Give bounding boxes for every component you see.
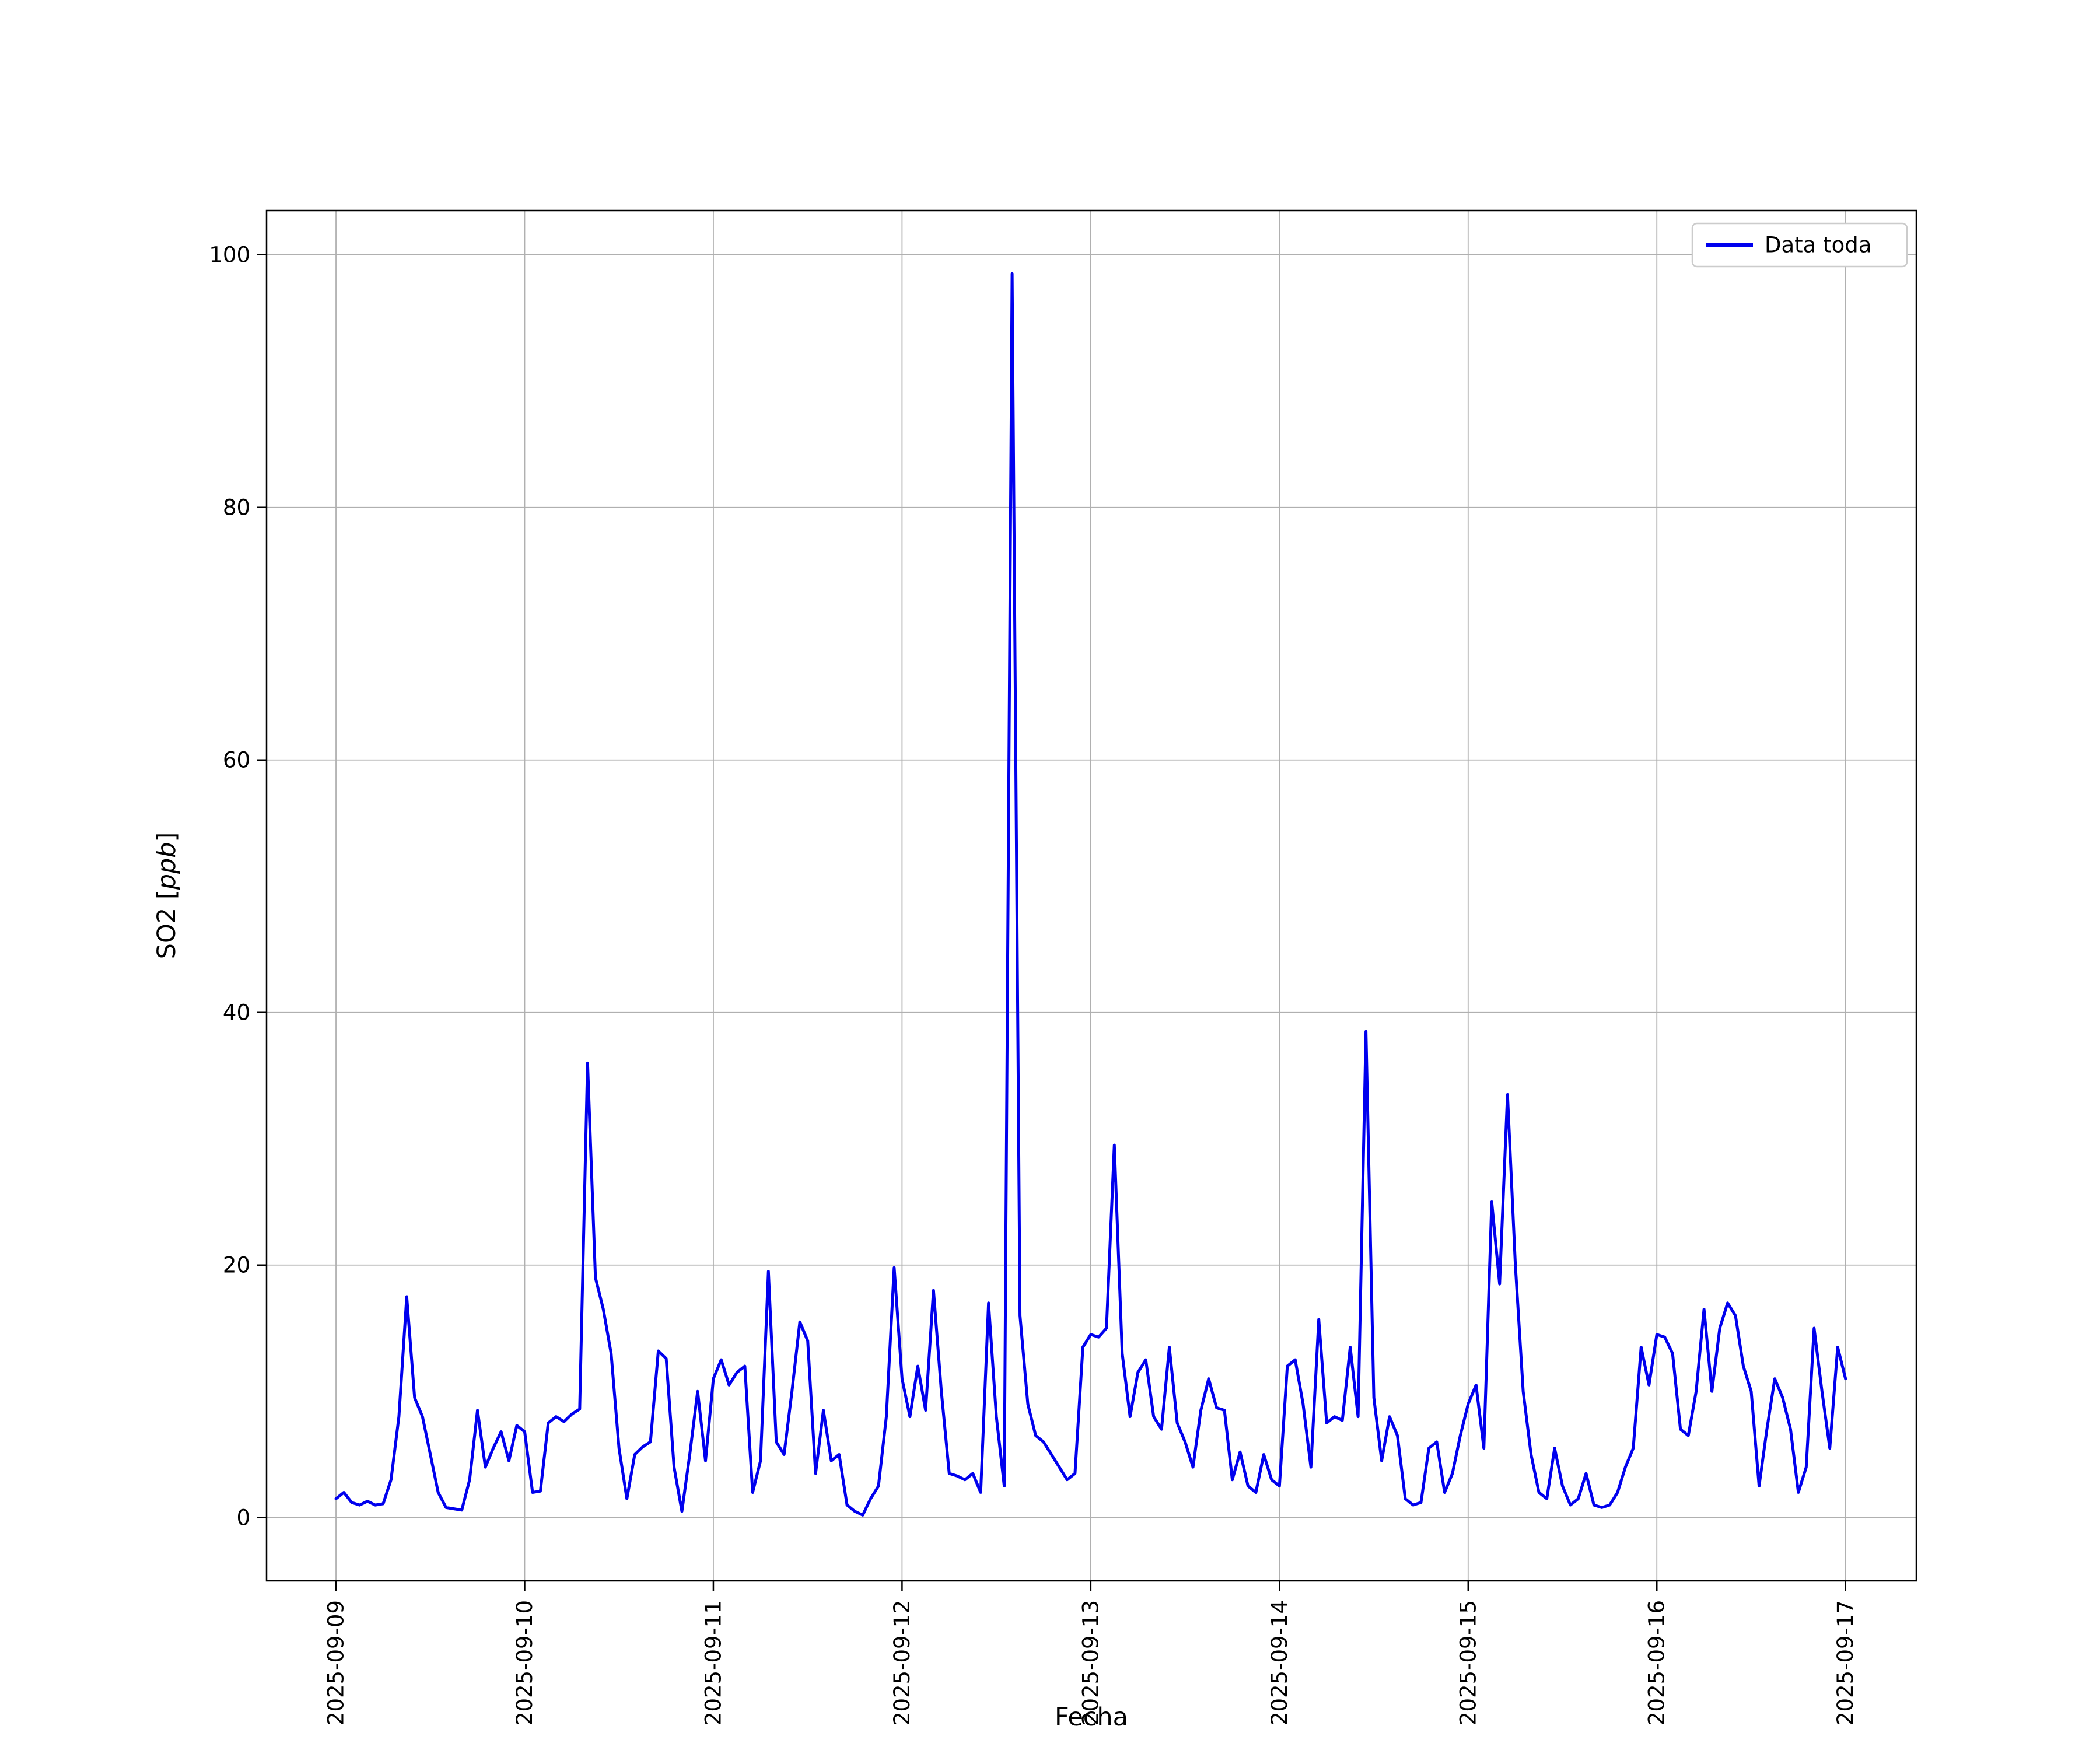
legend-box (1691, 222, 1908, 268)
y-tick-label: 80 (223, 495, 250, 520)
x-tick-label: 2025-09-14 (1267, 1600, 1292, 1726)
plot-area (267, 211, 1916, 1581)
x-tick-label: 2025-09-15 (1455, 1600, 1480, 1726)
x-axis-label: Fecha (1055, 1703, 1128, 1732)
x-tick-label: 2025-09-17 (1833, 1600, 1858, 1726)
gridlines (267, 211, 1916, 1581)
x-tick-label: 2025-09-09 (324, 1600, 349, 1726)
so2-data-line (334, 272, 1847, 1517)
y-tick-label: 100 (209, 242, 250, 267)
y-tick-label: 20 (223, 1252, 250, 1278)
x-tick-label: 2025-09-16 (1644, 1600, 1670, 1726)
x-tick-label: 2025-09-12 (890, 1600, 915, 1726)
y-tick-label: 40 (223, 1000, 250, 1025)
y-axis-label: SO2 [ppb] (152, 832, 181, 960)
tick-marks (257, 254, 1846, 1591)
x-tick-label: 2025-09-11 (701, 1600, 726, 1726)
x-tick-label: 2025-09-13 (1078, 1600, 1103, 1726)
x-tick-label: 2025-09-10 (512, 1600, 537, 1726)
y-tick-label: 60 (223, 747, 250, 772)
y-tick-label: 0 (236, 1505, 250, 1530)
legend-label: Data toda (1765, 233, 1871, 258)
legend: Data toda (1691, 222, 1908, 268)
